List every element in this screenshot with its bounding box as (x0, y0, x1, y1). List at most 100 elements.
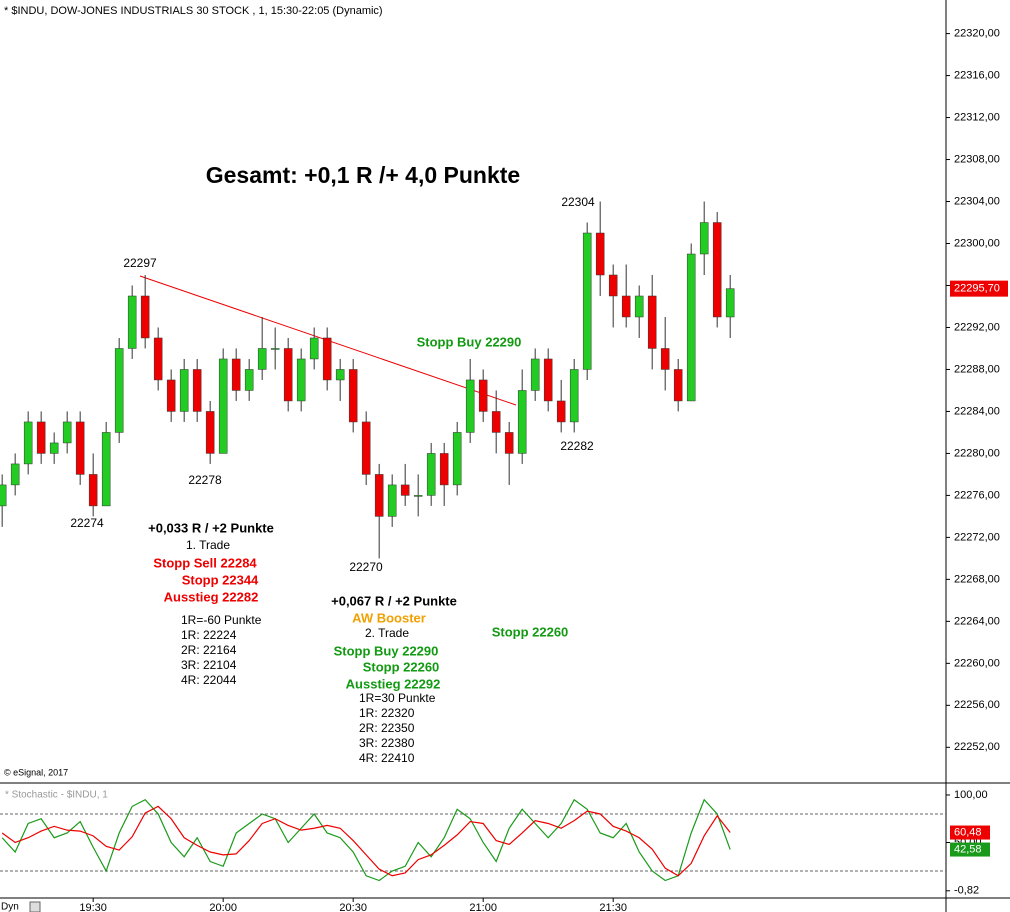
annotation: 1R: 22224 (181, 628, 237, 642)
last-price-label: 22295,70 (954, 283, 1000, 295)
candle-body (153, 337, 163, 381)
x-tick-label: 20:00 (209, 902, 237, 912)
stochastic-line (1, 805, 731, 877)
annotation: Ausstieg 22282 (164, 589, 259, 604)
annotation: Stopp 22260 (363, 659, 440, 674)
last-value-box (950, 825, 990, 840)
y-tick-label: 22252,00 (954, 741, 1000, 753)
annotation: Stopp 22344 (182, 572, 259, 587)
annotation: +0,033 R / +2 Punkte (148, 520, 274, 535)
candle-body (647, 295, 657, 349)
candle-body (192, 369, 202, 412)
candle-body (517, 390, 527, 454)
indicator-title: * Stochastic - $INDU, 1 (5, 790, 108, 801)
candle-body (140, 295, 150, 339)
y-tick-label: 22300,00 (954, 237, 1000, 249)
candle-body (296, 358, 306, 402)
candle-body (465, 379, 475, 433)
annotation: +0,067 R / +2 Punkte (331, 593, 457, 608)
y-tick-label: 22260,00 (954, 657, 1000, 669)
candle-body (569, 369, 579, 423)
annotation: 1. Trade (186, 538, 230, 552)
annotation: Gesamt: +0,1 R /+ 4,0 Punkte (206, 162, 520, 188)
candle-body (556, 400, 566, 423)
candle-body (348, 369, 358, 423)
candle-body (322, 337, 332, 381)
stochastic-line (1, 798, 731, 882)
candle-body (179, 369, 189, 412)
x-tick-label: 19:30 (79, 902, 107, 912)
y-tick-label: -0,82 (954, 885, 979, 897)
candle-body (218, 358, 228, 454)
annotation: 4R: 22044 (181, 673, 237, 687)
candle-body (101, 432, 111, 507)
candle-body (426, 453, 436, 496)
candle-body (49, 442, 59, 454)
last-value-label: 42,58 (954, 843, 982, 855)
y-tick-label: 22256,00 (954, 699, 1000, 711)
candle-body (699, 222, 709, 255)
candle-body (75, 421, 85, 475)
annotation: 1R: 22320 (359, 706, 415, 720)
y-tick-label: 22272,00 (954, 531, 1000, 543)
candle-body (608, 274, 618, 297)
annotation: Stopp 22260 (492, 624, 569, 639)
candle-body (62, 421, 72, 444)
y-tick-label: 22288,00 (954, 363, 1000, 375)
annotation: 1R=-60 Punkte (181, 613, 262, 627)
x-tick-label: 21:30 (599, 902, 627, 912)
annotation: 22274 (70, 516, 104, 530)
candle-body (127, 295, 137, 349)
candle-body (530, 358, 540, 391)
candle-body (634, 295, 644, 318)
annotation: 22304 (561, 195, 595, 209)
candle-body (23, 421, 33, 465)
y-tick-label: 22284,00 (954, 405, 1000, 417)
candle-body (725, 288, 735, 318)
y-tick-label: 22268,00 (954, 573, 1000, 585)
y-tick-label: 22280,00 (954, 447, 1000, 459)
annotation: 22278 (188, 473, 222, 487)
candle-body (413, 495, 423, 497)
annotation: 2R: 22350 (359, 721, 415, 735)
candle-body (387, 484, 397, 517)
last-value-box (950, 842, 990, 857)
y-tick-label: 22276,00 (954, 489, 1000, 501)
annotation: 2R: 22164 (181, 643, 237, 657)
annotation: 3R: 22380 (359, 736, 415, 750)
candle-body (270, 348, 280, 350)
y-tick-label: 22264,00 (954, 615, 1000, 627)
candle-body (504, 432, 514, 454)
candle-body (582, 232, 592, 370)
annotation: 22297 (123, 256, 157, 270)
y-tick-label: 22316,00 (954, 69, 1000, 81)
annotation: 3R: 22104 (181, 658, 237, 672)
x-tick-label: 20:30 (339, 902, 367, 912)
candle-body (36, 421, 46, 454)
candle-body (452, 432, 462, 486)
annotation: 4R: 22410 (359, 751, 415, 765)
last-value-label: 60,48 (954, 826, 982, 838)
candle-body (166, 379, 176, 412)
y-tick-label: 22292,00 (954, 321, 1000, 333)
annotation: 2. Trade (365, 626, 409, 640)
y-tick-label: 22308,00 (954, 153, 1000, 165)
candle-body (712, 222, 722, 318)
annotation: 22282 (560, 439, 594, 453)
candle-body (621, 295, 631, 318)
candle-body (205, 411, 215, 454)
corner-label: Dyn (1, 902, 19, 912)
x-tick-label: 21:00 (469, 902, 497, 912)
chart-title: * $INDU, DOW-JONES INDUSTRIALS 30 STOCK … (4, 5, 383, 17)
candle-body (439, 453, 449, 486)
candle-body (0, 484, 7, 507)
annotation: 1R=30 Punkte (359, 691, 436, 705)
candle-body (595, 232, 605, 276)
annotation: 22270 (349, 560, 383, 574)
annotation: Stopp Sell 22284 (153, 555, 257, 570)
candle-body (673, 369, 683, 402)
annotation: AW Booster (352, 610, 426, 625)
candle-body (244, 369, 254, 391)
